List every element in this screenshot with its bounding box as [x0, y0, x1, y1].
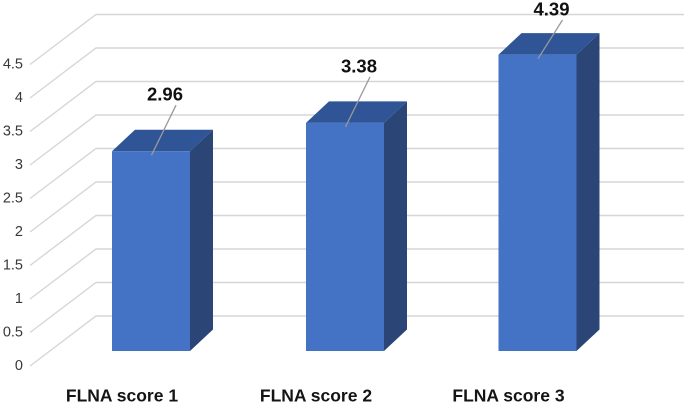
- y-axis-tick-label: 2: [15, 224, 23, 240]
- y-axis-tick-label: 1.5: [3, 258, 23, 274]
- gridline: [29, 181, 684, 233]
- gridline: [29, 315, 684, 367]
- bar-side-face: [190, 129, 213, 351]
- y-axis-tick-label: 4: [15, 90, 23, 106]
- y-axis-tick-label: 1: [15, 291, 23, 307]
- y-axis-tick-label: 0.5: [3, 325, 23, 341]
- y-axis-tick-label: 3: [15, 157, 23, 173]
- gridline: [29, 248, 684, 300]
- bar-top-face: [112, 129, 213, 152]
- bar-front-face: [498, 54, 577, 352]
- data-label-leader-line: [344, 76, 371, 128]
- bar-data-label: 4.39: [533, 0, 569, 20]
- gridline: [29, 80, 684, 133]
- data-label-leader-line: [150, 104, 177, 156]
- gridline: [29, 281, 684, 334]
- bar-top-face: [306, 101, 407, 123]
- category-label: FLNA score 2: [260, 386, 372, 406]
- bar-side-face: [576, 33, 600, 352]
- gridline: [29, 47, 684, 99]
- bar-front-face: [306, 122, 384, 351]
- gridline: [29, 214, 684, 267]
- bar-side-face: [384, 101, 407, 351]
- gridline: [29, 13, 684, 66]
- y-axis-tick-label: 4.5: [3, 57, 23, 73]
- category-label: FLNA score 3: [452, 386, 564, 406]
- bar-top-face: [498, 33, 600, 55]
- bar-front-face: [112, 151, 190, 351]
- data-label-leader-line: [537, 19, 564, 60]
- bar-data-label: 2.96: [147, 84, 183, 105]
- y-axis-tick-label: 2.5: [3, 191, 23, 207]
- y-axis-tick-label: 0: [15, 358, 23, 374]
- y-axis-tick-label: 3.5: [3, 124, 23, 140]
- bar-data-label: 3.38: [341, 55, 377, 76]
- gridline: [29, 114, 684, 166]
- gridline: [29, 147, 684, 200]
- category-label: FLNA score 1: [66, 386, 178, 406]
